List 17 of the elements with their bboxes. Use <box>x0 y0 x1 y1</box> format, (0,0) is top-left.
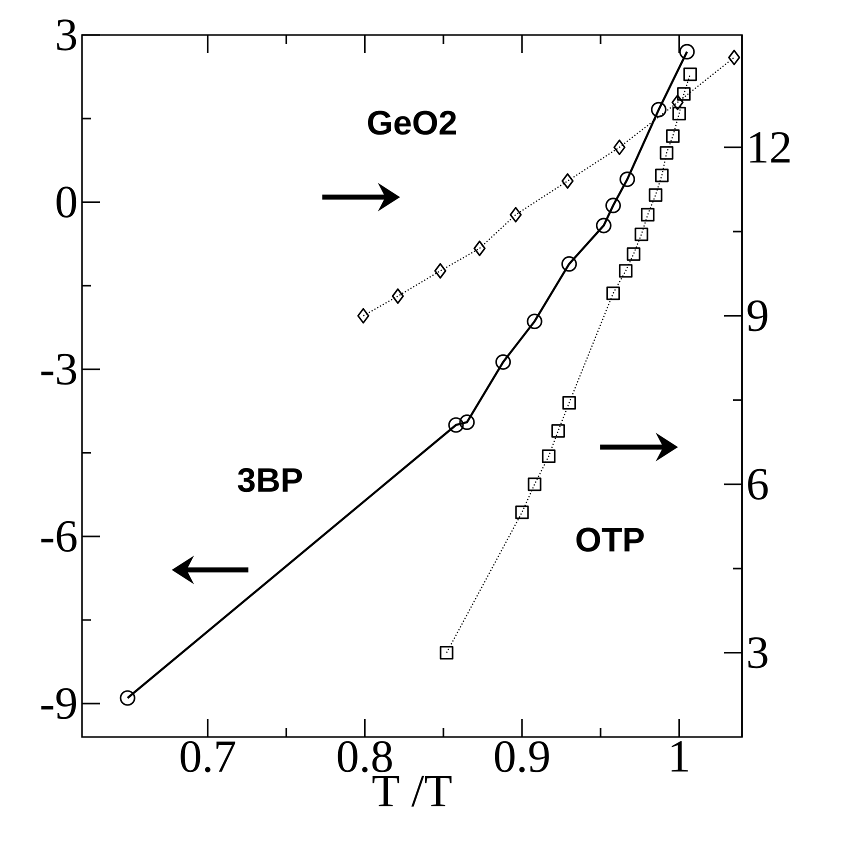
y-tick-label: 3 <box>57 20 76 50</box>
x-tick-label: 0.7 <box>180 741 236 772</box>
y-tick-label: -6 <box>41 520 76 552</box>
y2-tick-label: 12 <box>750 132 790 163</box>
y-tick-label: -3 <box>41 354 76 385</box>
x-tick-label: 0.9 <box>495 741 549 772</box>
text: GeO2 <box>368 110 456 135</box>
y2-tick-label: 3 <box>748 637 768 668</box>
y2-tick-label: 6 <box>748 468 768 500</box>
x-tick-label: 1 <box>672 741 688 772</box>
y2-tick-label: 9 <box>748 300 768 332</box>
x-axis-title: T /T <box>372 776 452 807</box>
x-tick-label: 0.8 <box>338 741 392 772</box>
y-tick-label: 0 <box>56 186 76 218</box>
series-label: OTP <box>576 528 644 552</box>
y-tick-label: -9 <box>41 688 76 720</box>
series-label: 3BP <box>238 468 302 492</box>
